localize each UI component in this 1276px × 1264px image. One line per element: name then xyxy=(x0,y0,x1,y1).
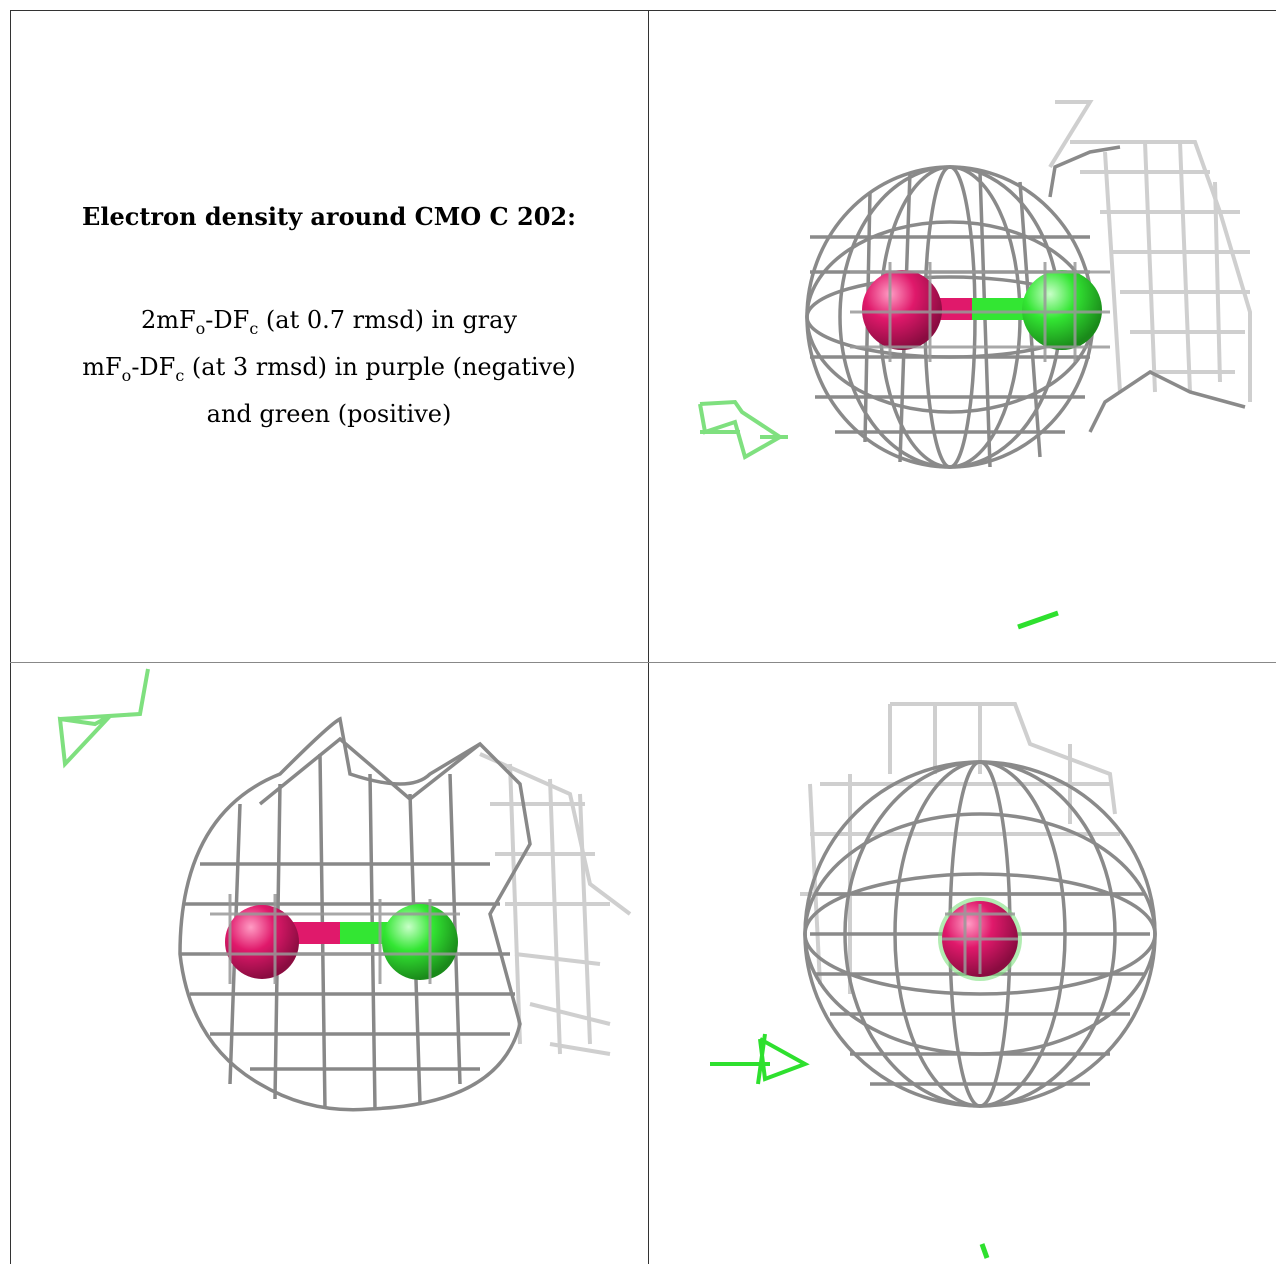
legend-line1-sub-c: c xyxy=(249,318,259,338)
oxygen-atom xyxy=(225,905,299,979)
density-mesh-back xyxy=(479,752,632,1056)
density-mesh-back xyxy=(1048,100,1252,402)
co-bond-carbon-half xyxy=(972,298,1030,320)
legend-text-block: Electron density around CMO C 202: 2mFo-… xyxy=(10,202,648,433)
legend-line2-a: mF xyxy=(82,352,122,381)
positive-density-blob xyxy=(698,399,788,461)
legend-line-2fo-fc: 2mFo-DFc (at 0.7 rmsd) in gray xyxy=(10,301,648,348)
frame-vertical-divider xyxy=(648,10,649,1264)
legend-line-fo-fc: mFo-DFc (at 3 rmsd) in purple (negative) xyxy=(10,348,648,395)
view-bottom-right-svg xyxy=(710,702,1157,1259)
legend-line-positive: and green (positive) xyxy=(206,399,452,428)
density-mesh-overlay xyxy=(942,904,1018,974)
view-bottom-left-svg xyxy=(57,668,632,1112)
legend-line2-sub-c: c xyxy=(175,365,185,385)
legend-panel: Electron density around CMO C 202: 2mFo-… xyxy=(10,12,648,662)
view-top-right-svg xyxy=(698,100,1252,630)
carbon-atom xyxy=(1022,270,1102,350)
co-ligand xyxy=(225,904,458,980)
positive-density-fragment xyxy=(1017,610,1059,630)
legend-title: Electron density around CMO C 202: xyxy=(82,202,576,231)
frame-top-border xyxy=(10,10,1276,11)
positive-density-blob xyxy=(57,668,150,769)
legend-line1-c: (at 0.7 rmsd) in gray xyxy=(258,306,518,334)
frame-horizontal-divider xyxy=(10,662,1276,663)
co-ligand xyxy=(862,270,1102,350)
view-top-right xyxy=(650,12,1276,662)
legend-line2-c: (at 3 rmsd) in purple (negative) xyxy=(184,352,576,381)
frame-left-border xyxy=(10,10,11,1264)
view-bottom-right xyxy=(650,664,1276,1264)
positive-density-fragment xyxy=(979,1243,990,1259)
legend-line1-sub-o: o xyxy=(195,318,206,338)
legend-line1-a: 2mF xyxy=(140,306,196,334)
carbon-atom xyxy=(382,904,458,980)
positive-density-blob xyxy=(710,1033,810,1085)
oxygen-atom xyxy=(862,270,942,350)
view-bottom-left xyxy=(10,664,648,1264)
legend-line2-b: -DF xyxy=(131,352,176,381)
density-mesh-overlay xyxy=(850,262,1110,362)
legend-line2-sub-o: o xyxy=(121,365,132,385)
legend-line1-b: -DF xyxy=(205,306,250,334)
density-mesh-overlay xyxy=(210,894,460,984)
